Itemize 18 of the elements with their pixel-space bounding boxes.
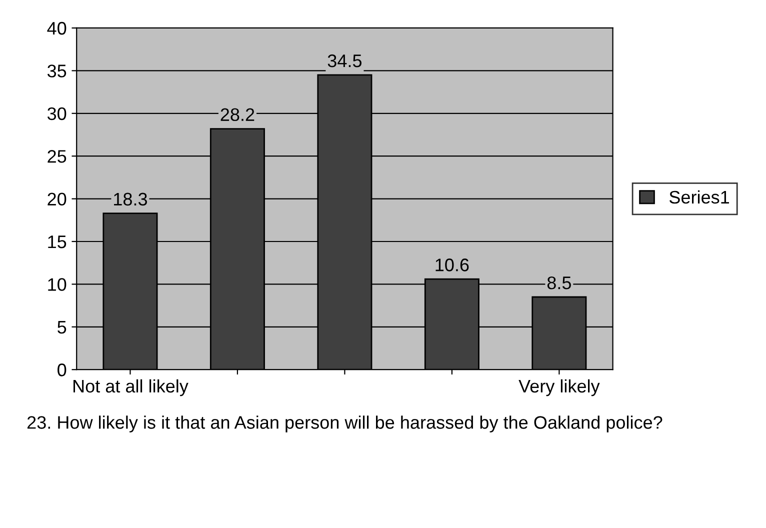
x-axis-title: 23. How likely is it that an Asian person will be harassed by the Oakland police? — [27, 416, 662, 432]
x-tick-label: Not at all likely — [74, 379, 188, 396]
y-tick-label: 20 — [48, 192, 66, 206]
y-tick-label: 15 — [48, 236, 66, 248]
legend-label: Series1 — [669, 190, 729, 204]
data-label: 10.6 — [436, 258, 469, 272]
y-tick-label: 25 — [48, 150, 66, 163]
data-label: 18.3 — [114, 192, 147, 206]
data-label: 8.5 — [547, 276, 571, 290]
y-tick-label: 0 — [58, 364, 66, 376]
y-tick-label: 5 — [58, 321, 66, 334]
y-tick-label: 10 — [48, 278, 66, 291]
data-label: 34.5 — [328, 54, 362, 68]
y-tick-label: 35 — [47, 64, 66, 78]
x-tick-label: Very likely — [518, 379, 600, 396]
y-tick-label: 40 — [47, 22, 66, 35]
data-label: 28.2 — [220, 108, 254, 122]
y-tick-label: 30 — [47, 107, 66, 120]
